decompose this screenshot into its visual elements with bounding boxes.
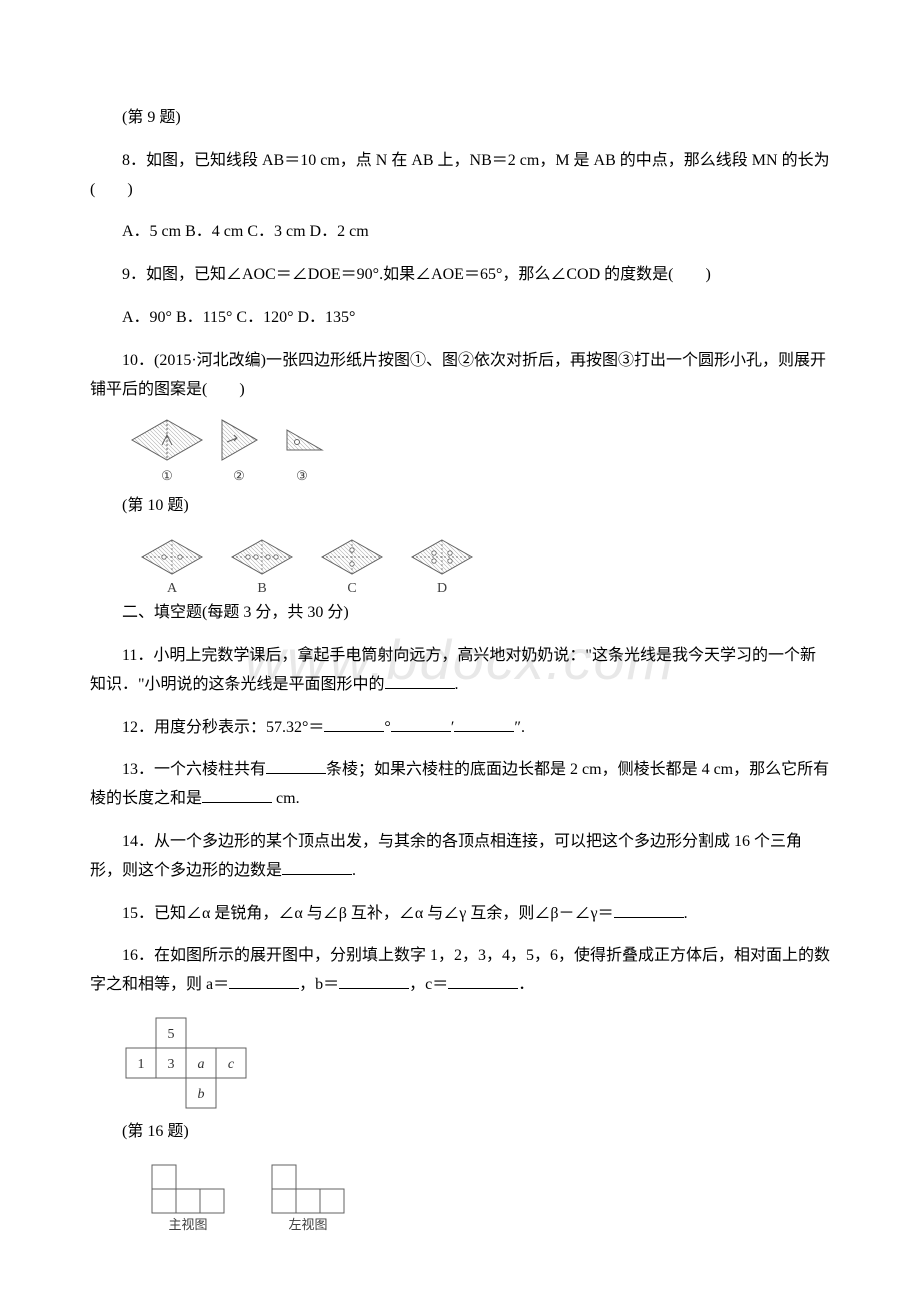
q12-text: 12．用度分秒表示：57.32°＝°′″. xyxy=(90,714,830,743)
q14-text: 14．从一个多边形的某个顶点出发，与其余的各顶点相连接，可以把这个多边形分割成 … xyxy=(90,828,830,886)
q16-mid1: ，b＝ xyxy=(299,976,339,993)
q14-post: . xyxy=(352,862,356,879)
svg-text:③: ③ xyxy=(296,468,308,483)
q10-figure-caption: (第 10 题) xyxy=(90,492,830,521)
svg-text:①: ① xyxy=(161,468,173,483)
svg-text:主视图: 主视图 xyxy=(168,1217,207,1232)
q16-mid2: ，c＝ xyxy=(409,976,448,993)
q13-blank-1 xyxy=(266,757,326,774)
q9-figure-caption: (第 9 题) xyxy=(90,104,830,133)
svg-text:1: 1 xyxy=(138,1057,145,1072)
svg-text:②: ② xyxy=(233,468,245,483)
q14-blank xyxy=(282,858,352,875)
q13-pre: 13．一个六棱柱共有 xyxy=(122,761,266,778)
q16-net-figure: 5 1 3 a c b xyxy=(122,1014,830,1114)
q8-text: 8．如图，已知线段 AB＝10 cm，点 N 在 AB 上，NB＝2 cm，M … xyxy=(90,147,830,205)
q12-blank-deg xyxy=(324,715,384,732)
q16-blank-a xyxy=(229,972,299,989)
q13-blank-2 xyxy=(202,786,272,803)
q12-blank-min xyxy=(391,715,451,732)
svg-text:左视图: 左视图 xyxy=(288,1217,327,1232)
q15-pre: 15．已知∠α 是锐角，∠α 与∠β 互补，∠α 与∠γ 互余，则∠β－∠γ＝ xyxy=(122,905,614,922)
q17-views-figure: 主视图 左视图 xyxy=(122,1161,830,1241)
q16-net-svg: 5 1 3 a c b xyxy=(122,1014,262,1114)
q10-fold-figure: ① ② ③ xyxy=(122,418,830,488)
q10-options-figure: A B C D xyxy=(122,535,830,595)
q10-fold-svg: ① ② ③ xyxy=(122,418,382,488)
q16-blank-b xyxy=(339,972,409,989)
svg-text:b: b xyxy=(198,1087,205,1102)
section-ii-header: 二、填空题(每题 3 分，共 30 分) xyxy=(90,599,830,628)
q17-views-svg: 主视图 左视图 xyxy=(122,1161,382,1241)
svg-text:A: A xyxy=(167,581,178,595)
q16-post: ． xyxy=(518,976,534,993)
q11-text: 11．小明上完数学课后，拿起手电筒射向远方，高兴地对奶奶说："这条光线是我今天学… xyxy=(90,642,830,700)
q9-options: A．90° B．115° C．120° D．135° xyxy=(90,304,830,333)
q9-text: 9．如图，已知∠AOC＝∠DOE＝90°.如果∠AOE＝65°，那么∠COD 的… xyxy=(90,261,830,290)
q15-post: . xyxy=(684,905,688,922)
svg-text:D: D xyxy=(437,581,447,595)
q8-options: A．5 cm B．4 cm C．3 cm D．2 cm xyxy=(90,218,830,247)
q11-post: . xyxy=(455,676,459,693)
q13-post: cm. xyxy=(272,790,300,807)
svg-text:C: C xyxy=(347,581,356,595)
q11-blank xyxy=(385,672,455,689)
q16-figure-caption: (第 16 题) xyxy=(90,1118,830,1147)
svg-text:B: B xyxy=(257,581,266,595)
page-content: (第 9 题) 8．如图，已知线段 AB＝10 cm，点 N 在 AB 上，NB… xyxy=(0,0,920,1305)
q13-text: 13．一个六棱柱共有条棱；如果六棱柱的底面边长都是 2 cm，侧棱长都是 4 c… xyxy=(90,756,830,814)
q16-text: 16．在如图所示的展开图中，分别填上数字 1，2，3，4，5，6，使得折叠成正方… xyxy=(90,942,830,1000)
q15-text: 15．已知∠α 是锐角，∠α 与∠β 互补，∠α 与∠γ 互余，则∠β－∠γ＝. xyxy=(90,900,830,929)
q15-blank xyxy=(614,901,684,918)
svg-text:3: 3 xyxy=(168,1057,175,1072)
q14-pre: 14．从一个多边形的某个顶点出发，与其余的各顶点相连接，可以把这个多边形分割成 … xyxy=(90,833,802,879)
q10-options-svg: A B C D xyxy=(122,535,492,595)
q12-pre: 12．用度分秒表示：57.32°＝ xyxy=(122,719,324,736)
q10-text: 10．(2015·河北改编)一张四边形纸片按图①、图②依次对折后，再按图③打出一… xyxy=(90,347,830,405)
svg-text:5: 5 xyxy=(168,1027,175,1042)
q16-blank-c xyxy=(448,972,518,989)
q12-sec: ″. xyxy=(514,719,525,736)
svg-text:a: a xyxy=(198,1057,205,1072)
svg-text:c: c xyxy=(228,1057,235,1072)
q12-blank-sec xyxy=(454,715,514,732)
